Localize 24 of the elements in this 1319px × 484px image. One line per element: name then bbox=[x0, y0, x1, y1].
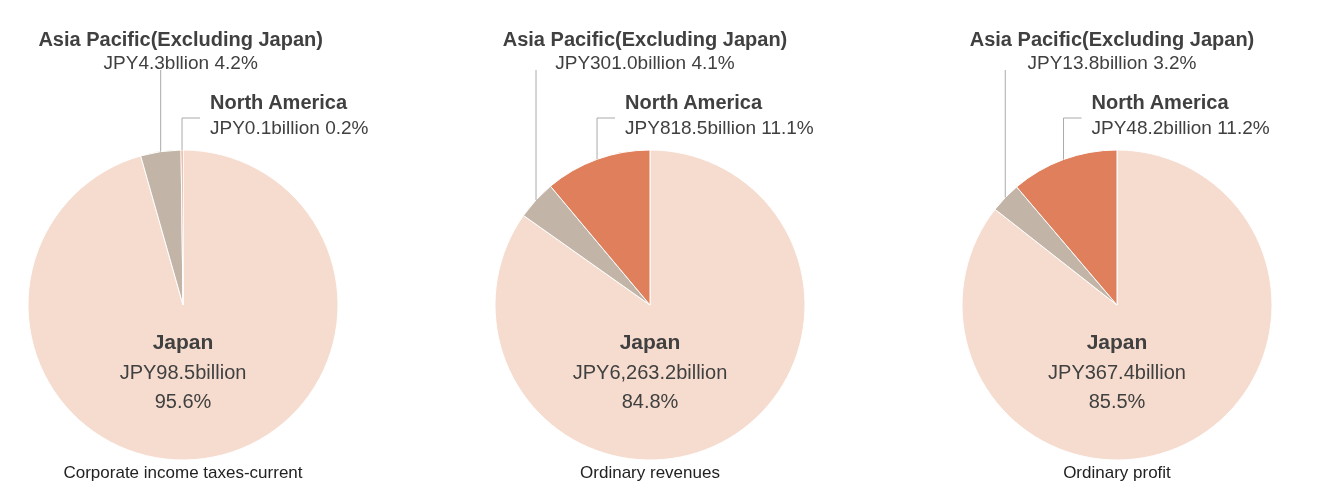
slice-label: Japan bbox=[1086, 330, 1148, 353]
data-label: JPY367.4billion 85.5% bbox=[1048, 361, 1186, 412]
slice-label: Japan bbox=[152, 330, 214, 353]
slice-label: North America bbox=[1091, 91, 1230, 113]
data-label: JPY0.1billion 0.2% bbox=[210, 117, 369, 138]
pie-slice bbox=[494, 149, 806, 461]
pie-slice bbox=[27, 149, 339, 461]
data-label: JPY301.0billion 4.1% bbox=[555, 52, 735, 73]
data-label: JPY98.5billion 95.6% bbox=[119, 361, 247, 412]
text: Corporate income taxes-current bbox=[62, 463, 304, 483]
slice-label: Asia Pacific(Excluding Japan) bbox=[969, 28, 1255, 50]
pie-slice bbox=[961, 149, 1273, 461]
data-label: JPY4.3bllion 4.2% bbox=[103, 52, 258, 73]
data-label: JPY48.2billion 11.2% bbox=[1091, 117, 1270, 138]
slice-label: Asia Pacific(Excluding Japan) bbox=[502, 28, 788, 50]
slice-label: Asia Pacific(Excluding Japan) bbox=[38, 28, 323, 50]
slice-label: North America bbox=[210, 91, 348, 113]
data-label: JPY6,263.2billion 84.8% bbox=[572, 361, 728, 412]
text: Ordinary profit bbox=[1062, 463, 1172, 483]
data-label: JPY818.5billion 11.1% bbox=[625, 117, 814, 138]
slice-label: North America bbox=[625, 91, 763, 113]
data-label: JPY13.8billion 3.2% bbox=[1027, 52, 1197, 73]
slice-label: Japan bbox=[619, 330, 681, 353]
text: Ordinary revenues bbox=[579, 463, 721, 483]
